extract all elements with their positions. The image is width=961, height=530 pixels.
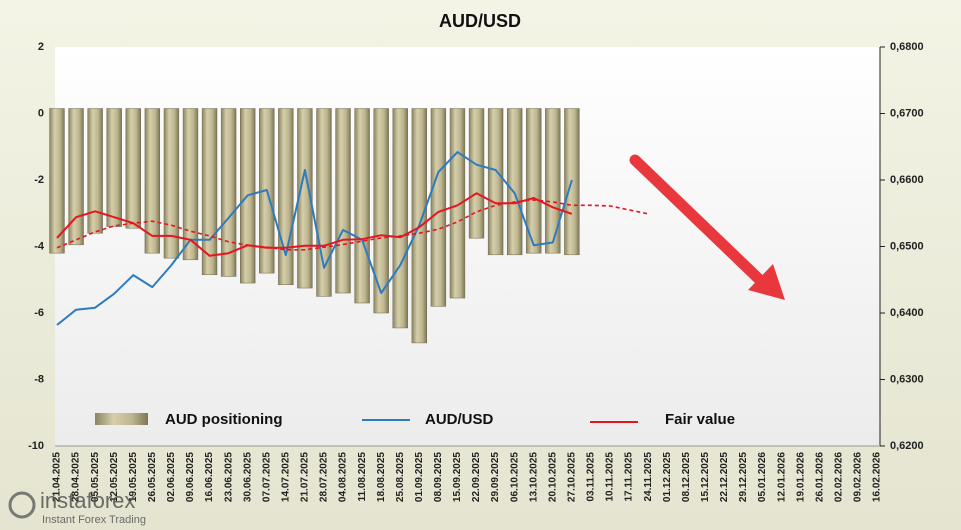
x-tick-label: 08.12.2025 [681, 452, 692, 502]
legend-label: AUD/USD [425, 411, 494, 428]
x-tick-label: 30.06.2025 [242, 452, 253, 502]
x-tick-label: 16.06.2025 [204, 452, 215, 502]
bar [297, 108, 313, 289]
x-tick-label: 02.06.2025 [166, 452, 177, 502]
x-tick-label: 21.04.2025 [52, 452, 63, 502]
bar [468, 108, 485, 239]
bar [487, 108, 504, 256]
x-tick-label: 14.07.2025 [280, 452, 291, 502]
bar [49, 108, 65, 254]
y-tick-label: -10 [28, 440, 44, 452]
bar [373, 108, 389, 314]
x-tick-label: 13.10.2025 [528, 452, 539, 502]
y2-tick-label: 0,6600 [890, 174, 924, 186]
x-tick-label: 22.12.2025 [719, 452, 730, 502]
bar [392, 108, 408, 329]
x-tick-label: 23.06.2025 [223, 452, 234, 502]
x-tick-label: 02.02.2026 [834, 452, 845, 502]
bar [354, 108, 370, 304]
x-tick-label: 01.09.2025 [414, 452, 425, 502]
y2-tick-label: 0,6500 [890, 240, 924, 252]
line [56, 199, 649, 251]
x-tick-label: 27.10.2025 [567, 452, 578, 502]
y-tick-label: -4 [34, 240, 45, 252]
bar [125, 108, 141, 229]
legend-label: Fair value [665, 411, 735, 428]
x-tick-label: 03.11.2025 [586, 452, 597, 502]
legend-label: AUD positioning [165, 411, 282, 428]
x-tick-label: 06.10.2025 [509, 452, 520, 502]
logo-icon [8, 491, 36, 519]
bar [449, 108, 466, 299]
x-tick-label: 01.12.2025 [662, 452, 673, 502]
x-tick-label: 16.02.2026 [872, 452, 883, 502]
y2-tick-label: 0,6200 [890, 440, 924, 452]
x-tick-label: 15.09.2025 [452, 452, 463, 502]
x-tick-label: 05.05.2025 [90, 452, 101, 502]
arrow-head [748, 264, 785, 300]
logo: instaforex Instant Forex Trading [8, 488, 146, 526]
x-tick-label: 07.07.2025 [261, 452, 272, 502]
line [56, 192, 573, 257]
x-tick-label: 18.08.2025 [376, 452, 387, 502]
bar [506, 108, 523, 256]
bar [87, 108, 103, 234]
y-tick-label: -6 [34, 307, 44, 319]
bar [163, 108, 180, 259]
x-tick-label: 29.12.2025 [738, 452, 749, 502]
y-tick-label: -2 [34, 174, 44, 186]
x-tick-label: 28.07.2025 [319, 452, 330, 502]
x-tick-label: 29.09.2025 [490, 452, 501, 502]
bar [182, 108, 199, 261]
x-tick-label: 11.08.2025 [357, 452, 368, 502]
x-tick-label: 17.11.2025 [624, 452, 635, 502]
x-tick-label: 26.01.2026 [814, 452, 825, 502]
legend: AUD positioning AUD/USD Fair value [95, 411, 735, 428]
bar [278, 108, 294, 285]
logo-tagline: Instant Forex Trading [42, 514, 146, 526]
x-tick-label: 12.01.2026 [776, 452, 787, 502]
y2-tick-label: 0,6700 [890, 107, 924, 119]
y2-tick-label: 0,6300 [890, 373, 924, 385]
y-tick-label: 2 [38, 41, 44, 53]
bar [201, 108, 218, 276]
x-tick-label: 09.02.2026 [853, 452, 864, 502]
bar [430, 108, 447, 307]
bar [144, 108, 161, 254]
x-tick-label: 22.09.2025 [471, 452, 482, 502]
x-tick-label: 10.11.2025 [605, 452, 616, 502]
legend-swatch [95, 413, 148, 425]
x-tick-label: 09.06.2025 [185, 452, 196, 502]
marks: 2 0 -2 -4 -6 -8 -10 0,6800 0,6700 0,6600 0,6500 0,6… [28, 41, 924, 502]
x-tick-label: 19.05.2025 [128, 452, 139, 502]
x-tick-label: 25.08.2025 [395, 452, 406, 502]
x-tick-label: 19.01.2026 [795, 452, 806, 502]
bar [106, 108, 122, 227]
x-tick-label: 05.01.2026 [757, 452, 768, 502]
bar [220, 108, 237, 277]
x-tick-label: 12.05.2025 [109, 452, 120, 502]
y-tick-label: -8 [34, 373, 44, 385]
bar [545, 108, 561, 254]
chart-title: AUD/USD [439, 11, 521, 31]
arrow [629, 154, 768, 288]
x-tick-label: 21.07.2025 [300, 452, 311, 502]
y2-tick-label: 0,6400 [890, 307, 924, 319]
x-tick-label: 26.05.2025 [147, 452, 158, 502]
bar [335, 108, 351, 294]
y2-tick-label: 0,6800 [890, 41, 924, 53]
x-tick-label: 20.10.2025 [547, 452, 558, 502]
x-tick-label: 08.09.2025 [433, 452, 444, 502]
x-tick-label: 28.04.2025 [71, 452, 82, 502]
x-tick-label: 24.11.2025 [643, 452, 654, 502]
y-tick-label: 0 [38, 107, 44, 119]
x-tick-label: 15.12.2025 [700, 452, 711, 502]
bar [68, 108, 84, 246]
line [56, 151, 573, 326]
x-tick-label: 04.08.2025 [338, 452, 349, 502]
logo-name: instaforex [40, 488, 135, 513]
bar [526, 108, 542, 254]
